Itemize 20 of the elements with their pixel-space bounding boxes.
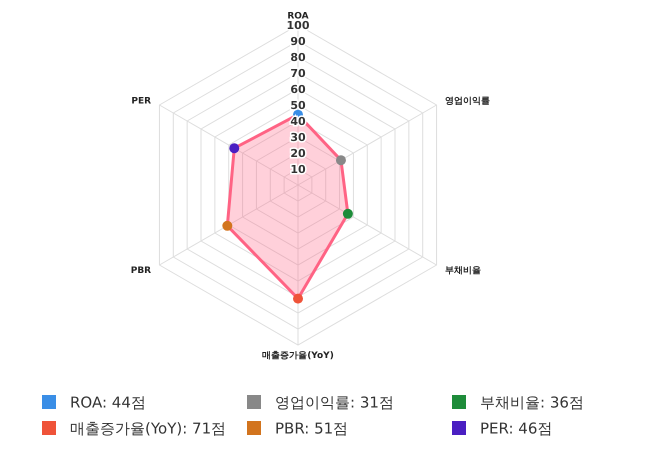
y-tick-label: 90 (290, 34, 306, 48)
y-tick-label: 80 (290, 50, 306, 64)
spoke-label: PER (131, 96, 152, 106)
spoke-label: PBR (130, 266, 152, 276)
y-tick-label: 10 (290, 162, 306, 176)
y-tick-label: 70 (290, 66, 306, 80)
text: ROA: 44점 (70, 393, 146, 412)
spoke-label: 영업이익률 (444, 96, 490, 106)
text: 부채비율: 36점 (480, 393, 584, 412)
spoke-label: 부채비율 (444, 266, 481, 276)
y-tick-label: 60 (290, 82, 306, 96)
text: PBR: 51점 (275, 419, 348, 438)
y-tick-label: 50 (290, 98, 306, 112)
text: 영업이익률: 31점 (275, 393, 394, 412)
y-tick-label: 40 (290, 114, 306, 128)
text: 매출증가율(YoY): 71점 (70, 419, 226, 438)
text: PER: 46점 (480, 419, 552, 438)
spoke-label: 매출증가율(YoY) (262, 350, 334, 361)
y-tick-label: 30 (290, 130, 306, 144)
y-tick-label: 20 (290, 146, 306, 160)
